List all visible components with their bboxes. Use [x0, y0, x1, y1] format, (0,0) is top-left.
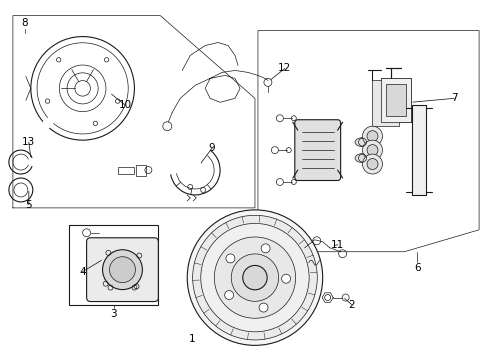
Text: 7: 7 [450, 93, 457, 103]
Circle shape [362, 154, 382, 174]
Text: 13: 13 [22, 137, 36, 147]
Circle shape [225, 254, 234, 263]
FancyBboxPatch shape [86, 238, 158, 302]
Circle shape [362, 140, 382, 160]
Bar [371, 80, 399, 126]
Text: 10: 10 [119, 100, 132, 110]
Text: 12: 12 [278, 63, 291, 73]
Bar [386, 84, 406, 116]
Text: 6: 6 [413, 263, 420, 273]
Circle shape [366, 131, 377, 141]
Bar [381, 78, 410, 122]
Text: 4: 4 [79, 267, 86, 276]
Circle shape [362, 126, 382, 146]
Circle shape [281, 274, 290, 283]
Circle shape [102, 250, 142, 289]
Text: 9: 9 [208, 143, 215, 153]
Bar [411, 105, 426, 195]
Text: 1: 1 [188, 334, 195, 345]
Text: 2: 2 [347, 300, 354, 310]
Circle shape [231, 254, 278, 301]
Circle shape [366, 145, 377, 156]
Text: 11: 11 [330, 240, 344, 250]
Circle shape [261, 244, 269, 253]
Bar [386, 84, 406, 116]
Text: 8: 8 [21, 18, 28, 28]
Circle shape [192, 215, 317, 340]
Circle shape [109, 257, 135, 283]
Bar [118, 167, 134, 174]
Text: 5: 5 [25, 200, 32, 210]
Ellipse shape [354, 138, 369, 147]
Circle shape [242, 265, 266, 290]
Bar [136, 165, 146, 176]
FancyBboxPatch shape [294, 120, 340, 180]
Text: 3: 3 [110, 310, 117, 319]
Circle shape [366, 159, 377, 170]
Bar [381, 78, 410, 122]
Circle shape [201, 224, 308, 332]
Circle shape [224, 291, 233, 300]
Circle shape [259, 303, 267, 312]
Circle shape [214, 237, 295, 318]
Ellipse shape [354, 154, 369, 163]
Circle shape [187, 210, 322, 345]
Ellipse shape [247, 267, 262, 288]
Bar [68, 225, 158, 305]
